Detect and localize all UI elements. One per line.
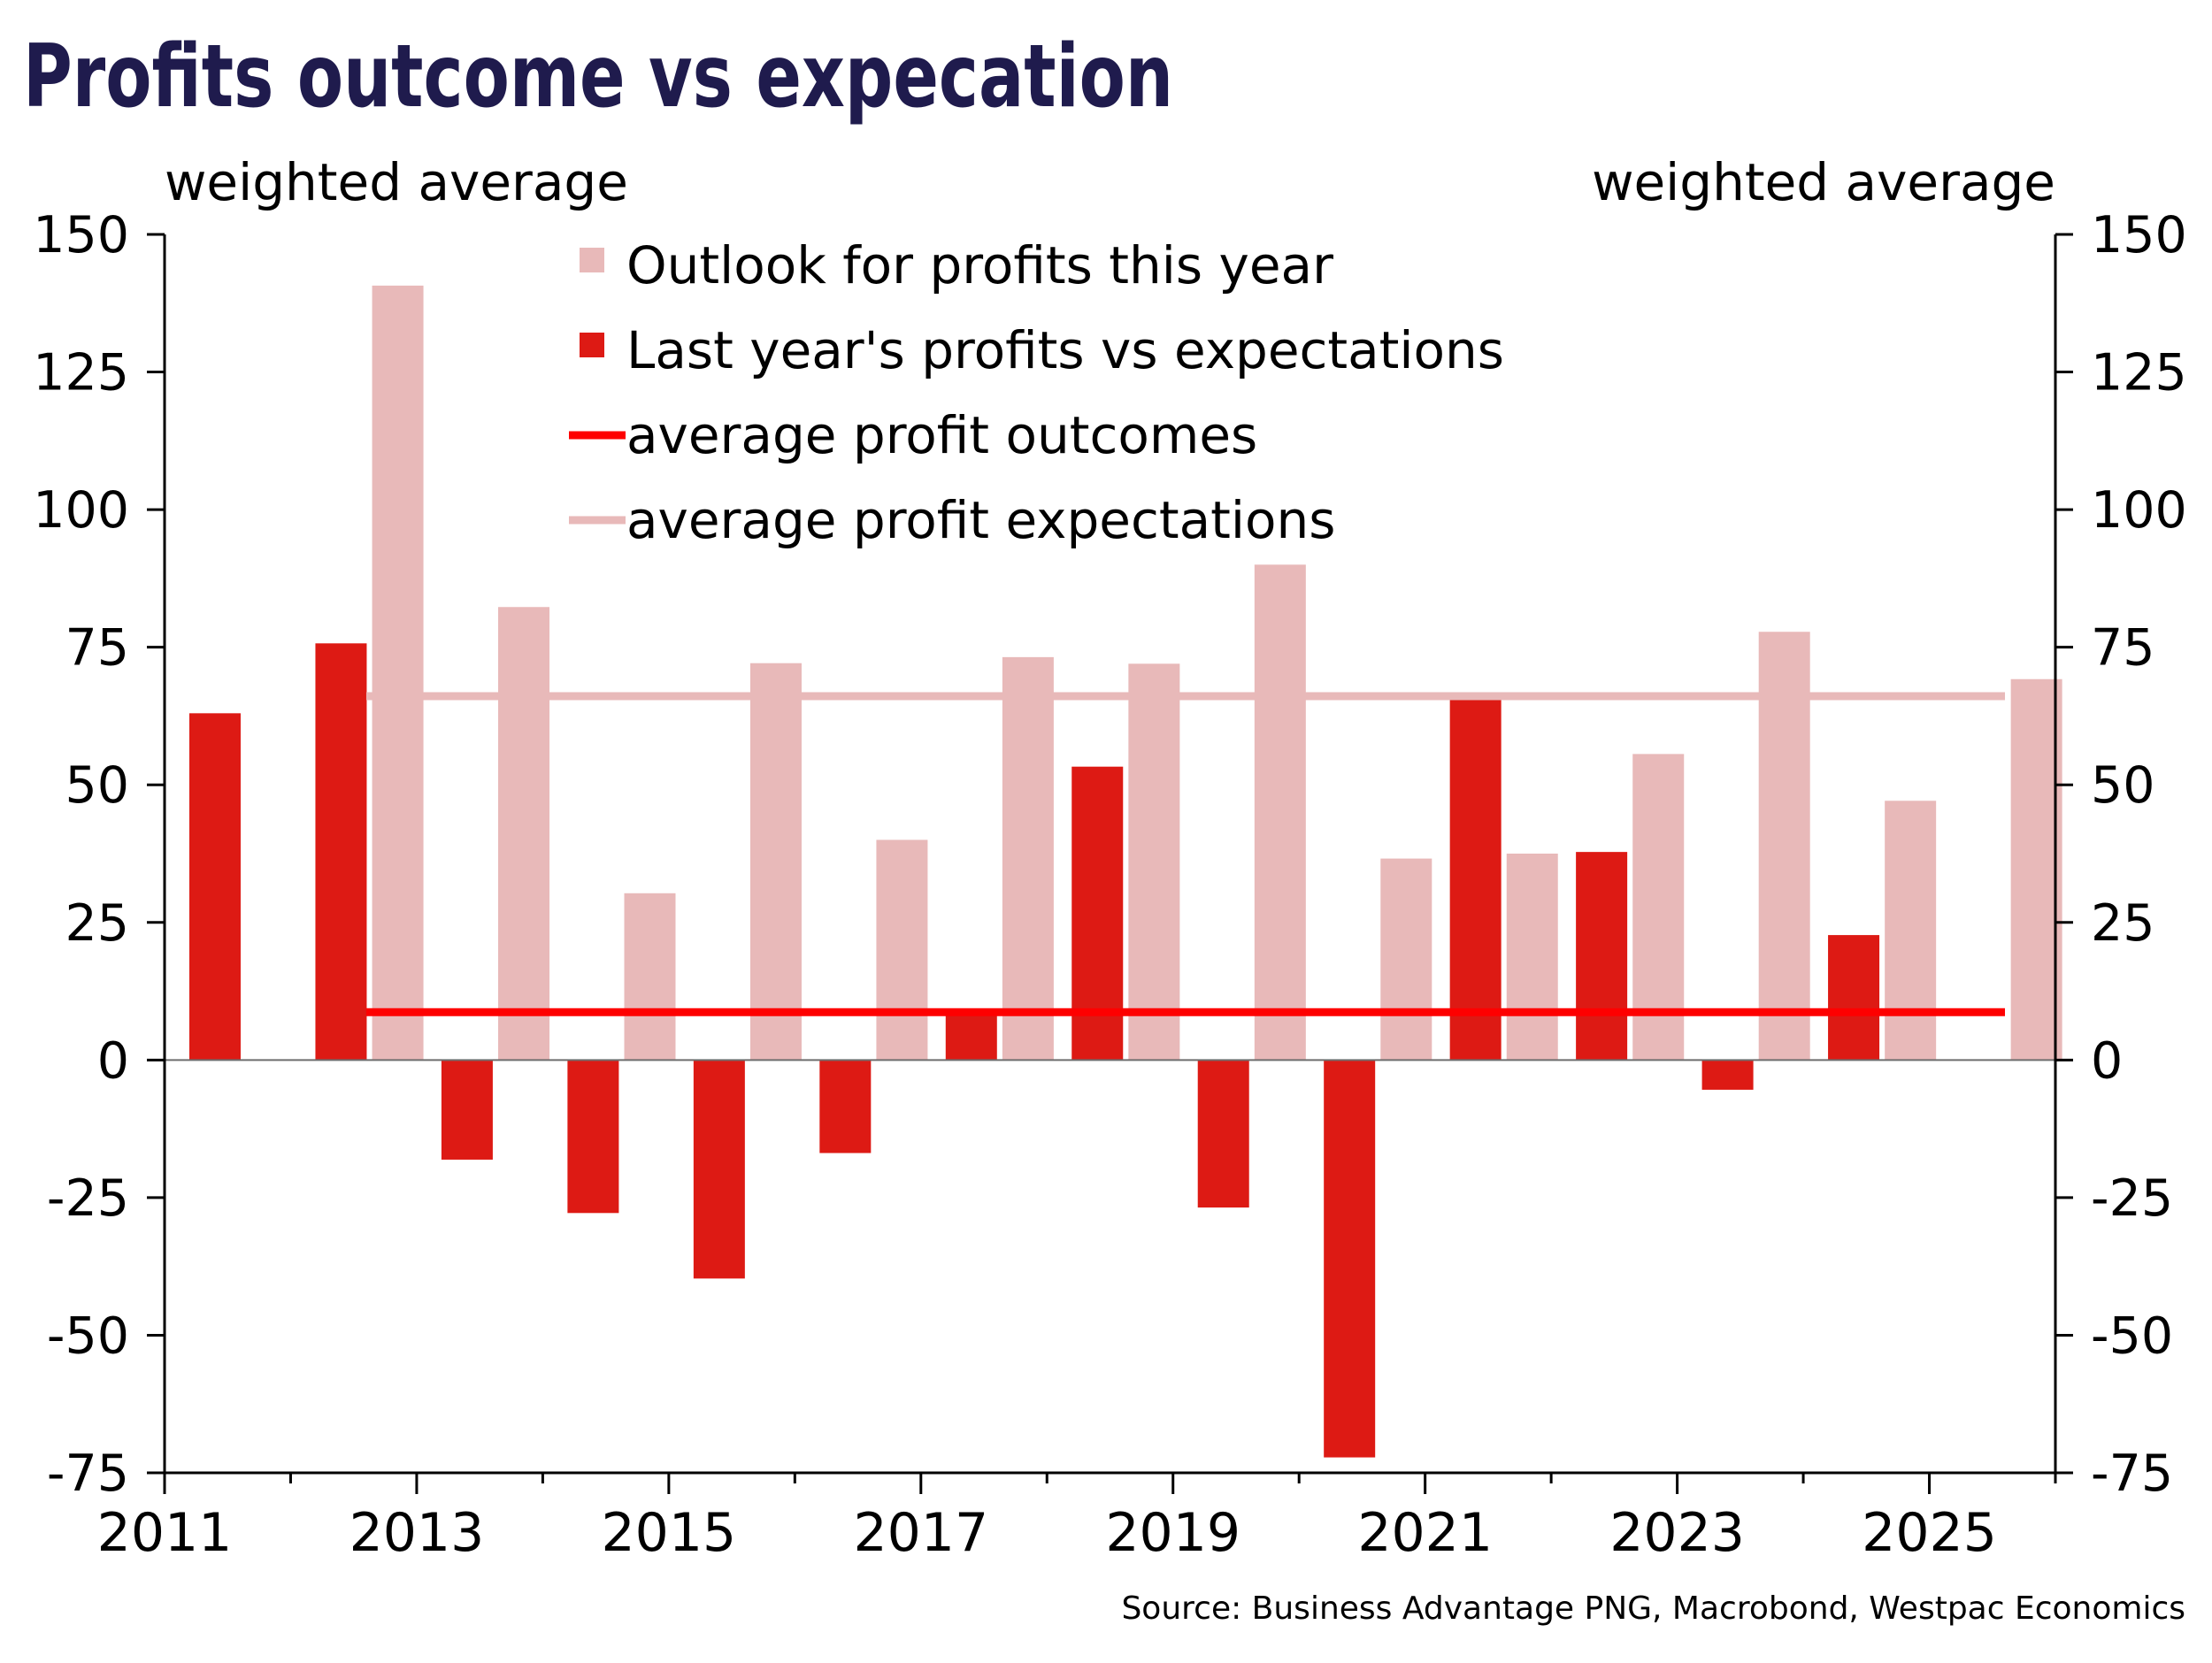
last-year-bars bbox=[188, 643, 1880, 1458]
legend-swatch-outlook bbox=[580, 248, 604, 272]
right-y-tick-label: -50 bbox=[2091, 1307, 2173, 1365]
left-y-tick-label: 50 bbox=[65, 756, 129, 815]
left-y-tick-label: 150 bbox=[33, 206, 129, 264]
x-tick-label: 2019 bbox=[1105, 1502, 1240, 1564]
outlook-bar-5 bbox=[1002, 656, 1054, 1061]
last-year-bar-11 bbox=[1576, 852, 1628, 1061]
right-axis-unit-label: weighted average bbox=[1592, 152, 2055, 212]
outlook-bar-8 bbox=[1380, 858, 1432, 1061]
outlook-bar-4 bbox=[876, 839, 928, 1061]
outlook-bar-2 bbox=[624, 893, 676, 1061]
source-note: Source: Business Advantage PNG, Macrobon… bbox=[1121, 1590, 2185, 1627]
left-y-tick-label: 0 bbox=[97, 1031, 129, 1090]
right-y-tick-label: 150 bbox=[2091, 206, 2187, 264]
x-tick-label: 2013 bbox=[349, 1502, 485, 1564]
left-y-tick-label: -50 bbox=[47, 1307, 129, 1365]
last-year-bar-0 bbox=[188, 713, 241, 1061]
right-y-tick-label: -75 bbox=[2091, 1445, 2173, 1503]
right-y-tick-label: 75 bbox=[2091, 619, 2155, 678]
last-year-bar-3 bbox=[567, 1060, 619, 1214]
x-tick-label: 2025 bbox=[1862, 1502, 1997, 1564]
last-year-bar-6 bbox=[945, 1011, 997, 1061]
average-lines bbox=[365, 692, 2006, 1016]
left-y-tick-label: -75 bbox=[47, 1445, 129, 1503]
legend-label: average profit outcomes bbox=[626, 405, 1257, 465]
chart-title: Profits outcome vs expecation bbox=[23, 27, 1173, 127]
axes: 150 125 100 75 50 25 0 -25 -50 -75 150 125 100 75 50 25… bbox=[33, 206, 2187, 1564]
left-axis-unit-label: weighted average bbox=[165, 152, 628, 212]
x-tick-label: 2017 bbox=[853, 1502, 988, 1564]
left-y-tick-label: 125 bbox=[33, 344, 129, 402]
legend-label: Last year's profits vs expectations bbox=[626, 320, 1504, 380]
x-tick-label: 2011 bbox=[97, 1502, 233, 1564]
x-tick-label: 2021 bbox=[1357, 1502, 1493, 1564]
last-year-bar-2 bbox=[441, 1060, 493, 1160]
legend-swatch-last-year bbox=[580, 333, 604, 357]
last-year-bar-8 bbox=[1197, 1060, 1249, 1208]
outlook-bar-0 bbox=[372, 285, 424, 1061]
left-y-tick-label: 75 bbox=[65, 619, 129, 678]
outlook-bar-12 bbox=[1885, 801, 1937, 1061]
outlook-bar-7 bbox=[1254, 564, 1306, 1061]
last-year-bar-12 bbox=[1701, 1060, 1754, 1090]
right-y-tick-label: 50 bbox=[2091, 756, 2155, 815]
right-y-tick-label: 25 bbox=[2091, 894, 2155, 953]
legend: Outlook for profits this year Last year's… bbox=[569, 235, 1504, 550]
last-year-bar-5 bbox=[819, 1060, 872, 1153]
x-tick-label: 2023 bbox=[1609, 1502, 1745, 1564]
outlook-bar-13 bbox=[2010, 678, 2062, 1061]
outlook-bar-9 bbox=[1506, 854, 1558, 1061]
outlook-bar-6 bbox=[1128, 663, 1180, 1061]
outlook-bar-11 bbox=[1758, 632, 1810, 1061]
legend-label: average profit expectations bbox=[626, 490, 1335, 550]
outlook-bar-1 bbox=[498, 607, 550, 1061]
last-year-bar-1 bbox=[315, 643, 367, 1061]
last-year-bar-9 bbox=[1324, 1060, 1376, 1458]
last-year-bar-10 bbox=[1449, 700, 1502, 1061]
right-y-tick-label: 100 bbox=[2091, 481, 2187, 540]
right-y-tick-label: 0 bbox=[2091, 1031, 2123, 1090]
last-year-bar-13 bbox=[1828, 935, 1880, 1061]
left-y-tick-label: 25 bbox=[65, 894, 129, 953]
last-year-bar-4 bbox=[693, 1060, 745, 1279]
legend-label: Outlook for profits this year bbox=[626, 235, 1333, 295]
outlook-bars bbox=[372, 285, 2062, 1061]
left-y-tick-label: 100 bbox=[33, 481, 129, 540]
outlook-bar-3 bbox=[749, 663, 802, 1061]
right-y-tick-label: -25 bbox=[2091, 1169, 2173, 1228]
left-y-tick-label: -25 bbox=[47, 1169, 129, 1228]
x-tick-label: 2015 bbox=[602, 1502, 737, 1564]
right-y-tick-label: 125 bbox=[2091, 344, 2187, 402]
